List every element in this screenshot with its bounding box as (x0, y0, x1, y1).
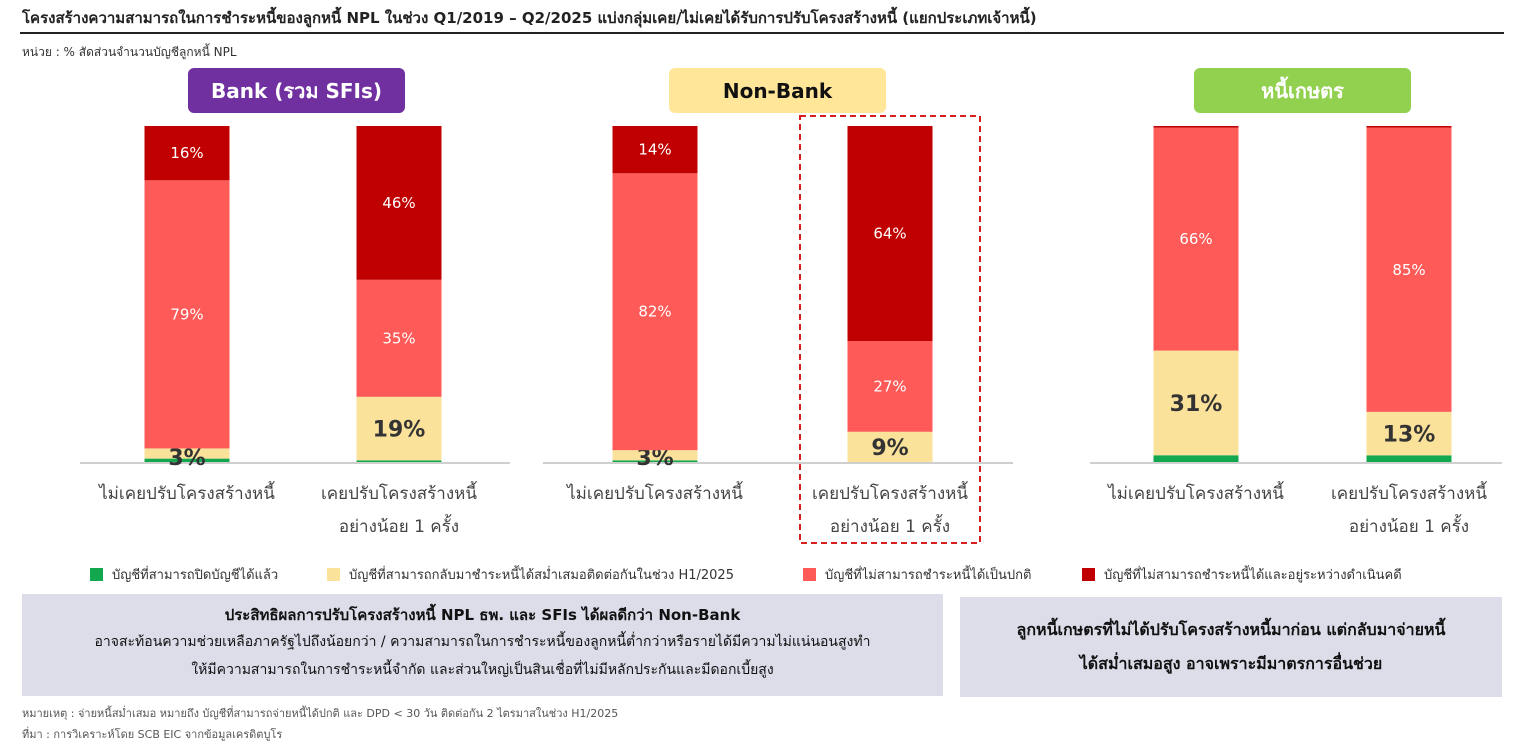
bar-segment (1366, 455, 1452, 462)
bar-segment (1366, 127, 1452, 412)
category-label: ไม่เคยปรับโครงสร้างหนี้ (1106, 481, 1284, 504)
category-label: อย่างน้อย 1 ครั้ง (830, 514, 950, 537)
category-label: อย่างน้อย 1 ครั้ง (339, 514, 459, 537)
data-label: 14% (638, 141, 671, 159)
bar-segment (612, 173, 698, 451)
data-label: 66% (1179, 230, 1212, 248)
category-label: อย่างน้อย 1 ครั้ง (1349, 514, 1469, 537)
legend-label: บัญชีที่สามารถปิดบัญชีได้แล้ว (112, 568, 279, 583)
bar-segment (1153, 126, 1239, 128)
category-label: เคยปรับโครงสร้างหนี้ (1331, 481, 1487, 504)
bar-segment (847, 341, 933, 432)
legend-swatch (1082, 568, 1095, 581)
bar-segment (847, 431, 933, 462)
category-label: ไม่เคยปรับโครงสร้างหนี้ (565, 481, 743, 504)
bar-segment (356, 396, 442, 461)
legend-label: บัญชีที่ไม่สามารถชำระหนี้ได้เป็นปกติ (825, 568, 1032, 583)
panel-label-agri: หนี้เกษตร (1194, 68, 1411, 113)
legend-swatch (803, 568, 816, 581)
highlight-box (799, 115, 981, 544)
legend-item-litigation: บัญชีที่ไม่สามารถชำระหนี้ได้และอยู่ระหว่… (1082, 564, 1402, 585)
legend-label: บัญชีที่ไม่สามารถชำระหนี้ได้และอยู่ระหว่… (1104, 568, 1402, 583)
chart-title: โครงสร้างความสามารถในการชำระหนี้ของลูกหน… (22, 9, 1037, 27)
bar-segment (144, 448, 230, 459)
category-label: เคยปรับโครงสร้างหนี้ (812, 481, 968, 504)
insight-heading: ประสิทธิผลการปรับโครงสร้างหนี้ NPL ธพ. แ… (224, 606, 741, 624)
bar-segment (144, 126, 230, 181)
data-label: 9% (871, 436, 908, 461)
data-label: 27% (873, 377, 906, 395)
data-label: 31% (1170, 392, 1223, 417)
data-label: 79% (170, 305, 203, 323)
data-label: 82% (638, 303, 671, 321)
insight-text: ได้สม่ำเสมอสูง อาจเพราะมีมาตรการอื่นช่วย (1079, 654, 1383, 673)
bar-segment (356, 126, 442, 280)
source-note: ที่มา : การวิเคราะห์โดย SCB EIC จากข้อมู… (22, 728, 283, 741)
data-label: 85% (1392, 261, 1425, 279)
data-label: 3% (168, 446, 205, 471)
unit-label: หน่วย : % สัดส่วนจำนวนบัญชีลูกหนี้ NPL (22, 45, 237, 59)
data-label: 13% (1383, 423, 1436, 448)
data-label: 19% (373, 418, 426, 443)
stacked-bar-chart: 3% 79% 16% ไม่เคยปรับโครงสร้างหนี้ 19% 35% 46%… (80, 115, 1502, 544)
insight-box-bank: ประสิทธิผลการปรับโครงสร้างหนี้ NPL ธพ. แ… (22, 594, 943, 696)
bar-segment (1153, 127, 1239, 351)
bar-segment (612, 450, 698, 461)
bar-segment (847, 126, 933, 342)
category-label: เคยปรับโครงสร้างหนี้ (321, 481, 477, 504)
bar-segment (612, 460, 698, 462)
legend-item-regular: บัญชีที่สามารถกลับมาชำระหนี้ได้สม่ำเสมอต… (327, 564, 734, 585)
legend-swatch (90, 568, 103, 581)
data-label: 64% (873, 225, 906, 243)
bar-segment (1366, 126, 1452, 128)
legend-item-closed: บัญชีที่สามารถปิดบัญชีได้แล้ว (90, 564, 278, 585)
insight-text: อาจสะท้อนความช่วยเหลือภาครัฐไปถึงน้อยกว่… (94, 634, 871, 650)
insight-text: ลูกหนี้เกษตรที่ไม่ได้ปรับโครงสร้างหนี้มา… (1016, 620, 1446, 639)
bar-segment (356, 460, 442, 462)
data-label: 35% (382, 329, 415, 347)
bar-segment (1153, 455, 1239, 462)
bar-segment (144, 180, 230, 449)
title-rule (20, 32, 1504, 34)
bar-segment (612, 126, 698, 174)
insight-box-agri: ลูกหนี้เกษตรที่ไม่ได้ปรับโครงสร้างหนี้มา… (960, 597, 1502, 697)
legend-item-cannot-pay: บัญชีที่ไม่สามารถชำระหนี้ได้เป็นปกติ (803, 564, 1031, 585)
insight-text: ให้มีความสามารถในการชำระหนี้จำกัด และส่ว… (191, 662, 774, 678)
legend-label: บัญชีที่สามารถกลับมาชำระหนี้ได้สม่ำเสมอต… (349, 568, 734, 583)
bar-segment (144, 458, 230, 462)
panel-label-bank: Bank (รวม SFIs) (188, 68, 405, 113)
category-label: ไม่เคยปรับโครงสร้างหนี้ (97, 481, 275, 504)
data-label: 16% (170, 144, 203, 162)
bar-segment (356, 279, 442, 397)
bar-segment (1366, 411, 1452, 456)
footnote: หมายเหตุ : จ่ายหนี้สม่ำเสมอ หมายถึง บัญช… (22, 707, 619, 720)
data-label: 46% (382, 194, 415, 212)
legend-swatch (327, 568, 340, 581)
bar-segment (1153, 350, 1239, 456)
panel-label-nonbank: Non-Bank (669, 68, 886, 113)
legend: บัญชีที่สามารถปิดบัญชีได้แล้ว บัญชีที่สา… (0, 564, 1530, 586)
